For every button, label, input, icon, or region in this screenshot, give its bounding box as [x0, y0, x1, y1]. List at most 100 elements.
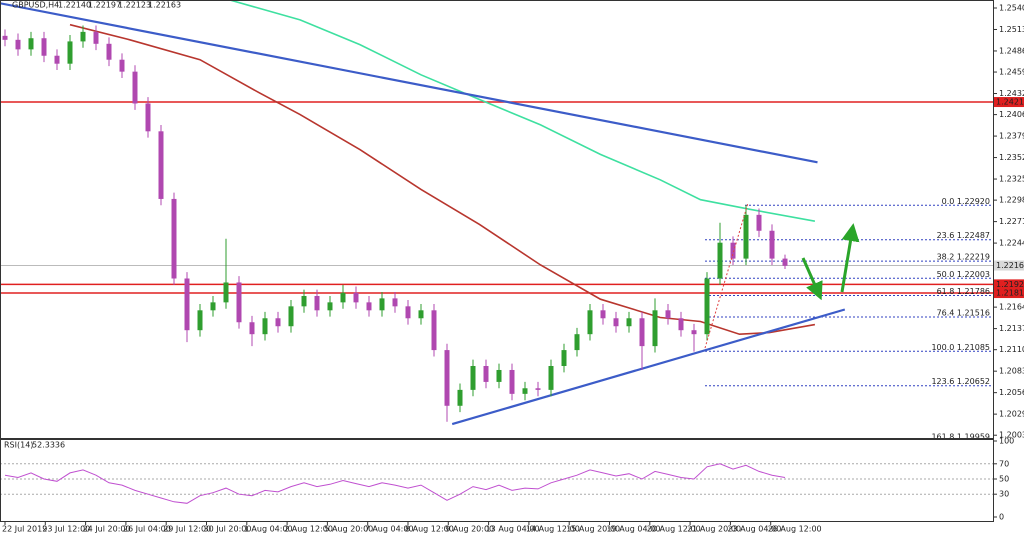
candle-body	[93, 31, 99, 44]
candle-body	[743, 214, 749, 259]
fib-label: 50.0 1.22003	[937, 270, 990, 279]
level-label: 1.21817	[996, 289, 1024, 298]
x-tick-label: 14 Aug 12:00	[526, 525, 580, 534]
rsi-tick-label: 100	[999, 437, 1014, 446]
x-tick-label: 23 Jul 12:00	[42, 525, 90, 534]
candle-body	[106, 43, 112, 60]
candle-body	[613, 318, 619, 327]
candle-body	[340, 292, 346, 303]
y-tick-label: 1.23250	[999, 175, 1024, 184]
candle-body	[522, 388, 528, 394]
arrow-down	[801, 257, 823, 301]
level-box	[994, 288, 1024, 299]
fib-label: 76.4 1.21516	[937, 308, 990, 317]
y-tick-label: 1.24860	[999, 46, 1024, 55]
fib-label: 23.6 1.22487	[937, 231, 990, 240]
candle-body	[184, 278, 190, 331]
y-tick-label: 1.20565	[999, 388, 1024, 397]
candle-body	[782, 258, 788, 266]
axes: 1.25400 1.25130 1.24860 1.24595 1.24325 1.240…	[2, 4, 1024, 534]
candle-body	[652, 310, 658, 347]
candle-body	[28, 38, 34, 50]
y-tick-label: 1.21370	[999, 324, 1024, 333]
y-tick-label: 1.22715	[999, 217, 1024, 226]
candle-body	[119, 59, 125, 72]
fib-label: 61.8 1.21786	[937, 287, 990, 296]
x-tick-label: 23 Aug 04:00	[727, 525, 781, 534]
y-tick-label: 1.22445	[999, 239, 1024, 248]
trendline	[451, 308, 846, 426]
rsi-tick-label: 70	[999, 459, 1009, 468]
candle-body	[431, 310, 437, 351]
candle-body	[756, 214, 762, 231]
level-label: 1.21926	[996, 280, 1024, 289]
candle-body	[67, 41, 73, 64]
y-tick-label: 1.20030	[999, 431, 1024, 440]
candle-body	[171, 198, 177, 279]
candle-body	[314, 295, 320, 311]
x-tick-label: 13 Aug 04:00	[486, 525, 540, 534]
arrow-up	[840, 223, 860, 293]
quote-low: 1.22123	[118, 1, 151, 10]
y-tick-label: 1.21105	[999, 345, 1024, 354]
rsi-tick-label: 0	[999, 513, 1004, 522]
candle-body	[249, 322, 255, 335]
candle-body	[145, 103, 151, 132]
y-tick-label: 1.20295	[999, 410, 1024, 419]
candle-body	[730, 242, 736, 259]
candle-body	[236, 282, 242, 323]
candle-body	[301, 295, 307, 307]
x-tick-label: 15 Aug 20:00	[566, 525, 620, 534]
fib-label: 161.8 1.19959	[931, 432, 990, 441]
x-tick-label: 5 Aug 20:00	[324, 525, 373, 534]
quote-high: 1.22197	[88, 1, 121, 10]
quote-open: 1.22140	[58, 1, 91, 10]
candle-body	[262, 318, 268, 335]
candle-body	[665, 310, 671, 319]
y-tick-label: 1.23790	[999, 132, 1024, 141]
candle-body	[704, 278, 710, 335]
x-tick-label: 19 Aug 04:00	[607, 525, 661, 534]
candle-body	[158, 131, 164, 199]
y-tick-label: 1.20835	[999, 367, 1024, 376]
x-tick-label: 2 Aug 12:00	[284, 525, 333, 534]
x-tick-label: 7 Aug 04:00	[365, 525, 414, 534]
level-label: 1.24218	[996, 98, 1024, 107]
candle-body	[379, 298, 385, 311]
current-label: 1.22163	[996, 261, 1024, 270]
x-tick-label: 30 Jul 20:00	[204, 525, 252, 534]
candle-body	[366, 302, 372, 311]
candle-body	[769, 230, 775, 259]
main-panel	[0, 0, 994, 439]
candle-body	[197, 310, 203, 331]
candle-body	[275, 318, 281, 327]
moving-average	[69, 23, 816, 336]
y-tick-label: 1.25400	[999, 4, 1024, 13]
x-tick-label: 9 Aug 20:00	[445, 525, 494, 534]
candle-body	[457, 389, 463, 406]
y-tick-label: 1.24060	[999, 110, 1024, 119]
candle-body	[639, 318, 645, 347]
y-tick-label: 1.24325	[999, 89, 1024, 98]
candle-body	[418, 310, 424, 319]
rsi-panel	[0, 439, 994, 522]
x-tick-label: 21 Aug 20:00	[687, 525, 741, 534]
x-tick-label: 26 Jul 04:00	[123, 525, 171, 534]
moving-average	[230, 1, 816, 222]
candle-body	[327, 302, 333, 311]
x-tick-label: 1 Aug 04:00	[244, 525, 293, 534]
x-tick-label: 8 Aug 12:00	[405, 525, 454, 534]
candle-body	[509, 369, 515, 394]
x-tick-label: 20 Aug 12:00	[647, 525, 701, 534]
candle-body	[405, 306, 411, 319]
candle-body	[80, 31, 86, 42]
rsi-area	[1, 463, 993, 504]
fib-anchor	[704, 202, 749, 349]
rsi-line	[4, 463, 786, 504]
candle-body	[678, 318, 684, 331]
chart-title: GBPUSD,H4	[12, 1, 59, 10]
candle-body	[132, 71, 138, 104]
x-tick-label: 26 Aug 12:00	[768, 525, 822, 534]
y-tick-label: 1.21640	[999, 303, 1024, 312]
